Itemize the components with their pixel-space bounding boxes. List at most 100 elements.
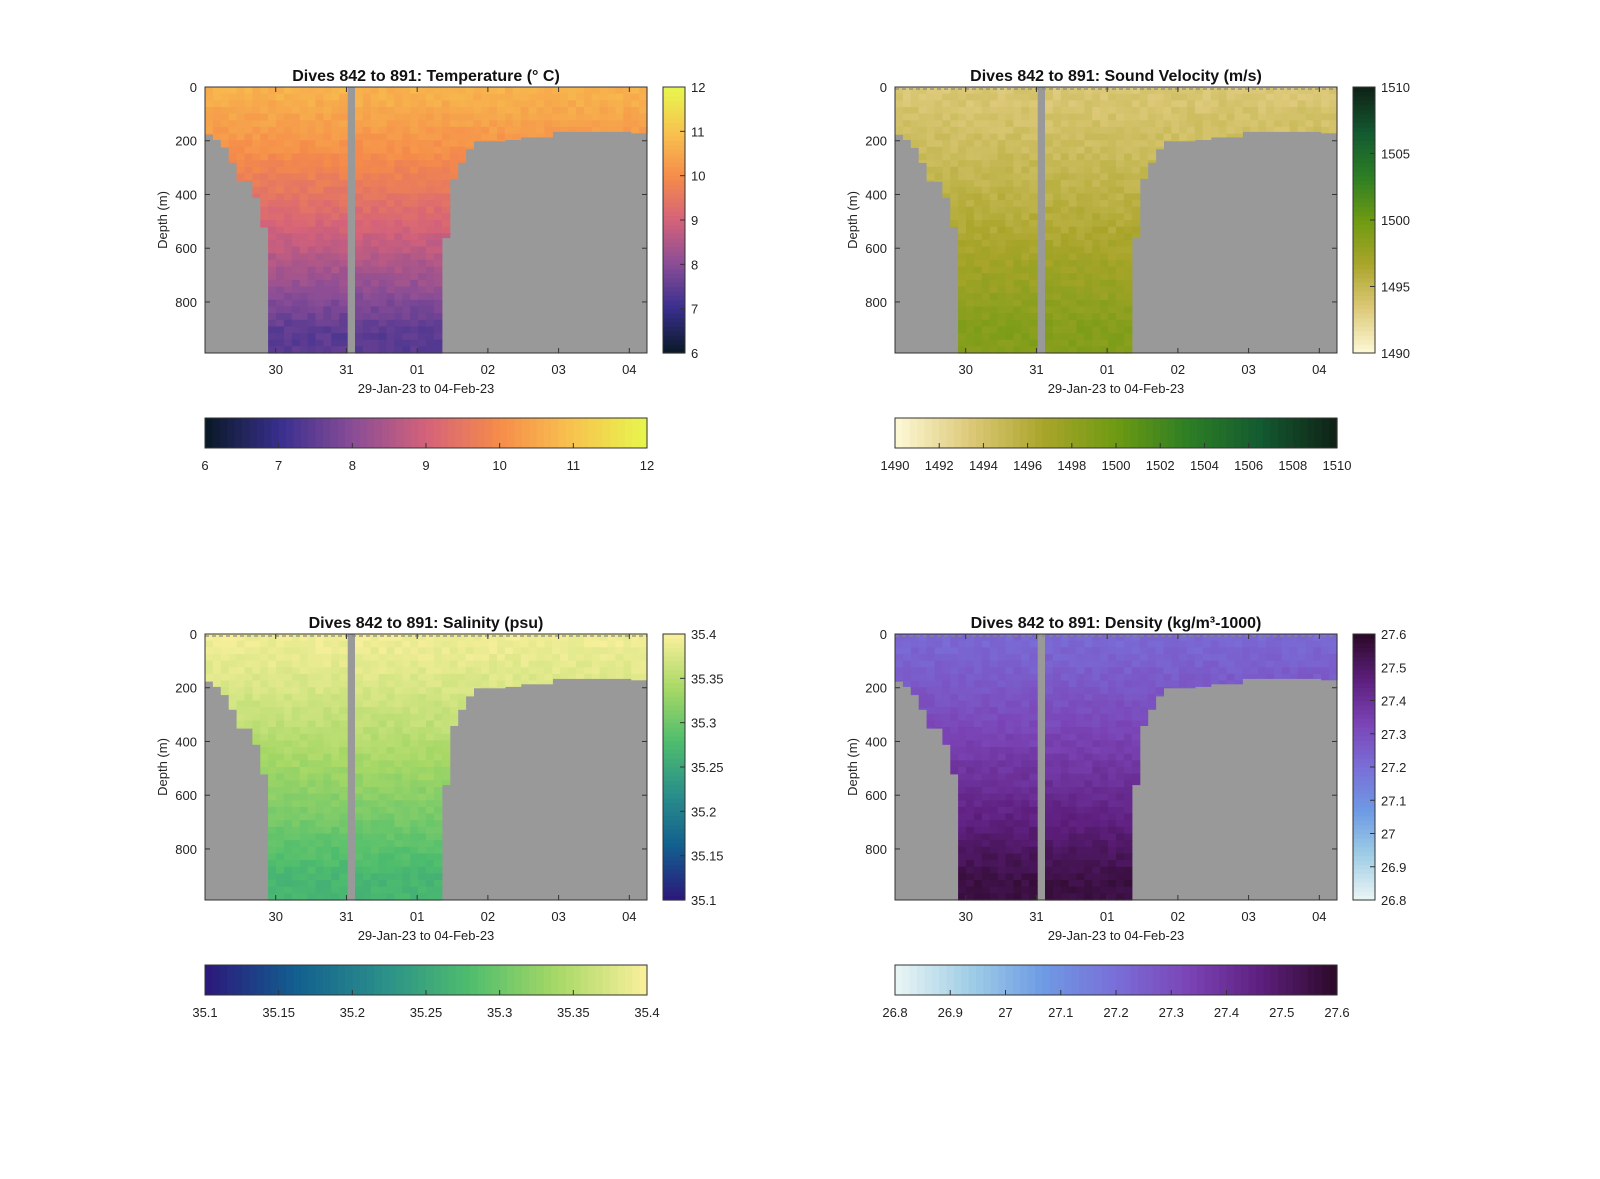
- heatmap-cell: [402, 640, 411, 648]
- heatmap-cell: [1060, 700, 1070, 708]
- heatmap-cell: [950, 186, 959, 195]
- heatmap-cell: [236, 153, 246, 161]
- heatmap-cell: [1100, 293, 1109, 301]
- heatmap-cell: [433, 339, 443, 347]
- heatmap-cell: [252, 740, 261, 745]
- heatmap-cell: [1005, 100, 1014, 108]
- heatmap-cell: [591, 654, 601, 662]
- heatmap-cell: [997, 793, 1007, 801]
- heatmap-cell: [331, 707, 340, 715]
- heatmap-cell: [418, 833, 427, 841]
- colorbar-swatch: [939, 418, 948, 448]
- heatmap-cell: [1202, 87, 1212, 95]
- heatmap-cell: [370, 146, 380, 155]
- heatmap-cell: [433, 747, 443, 755]
- heatmap-cell: [370, 647, 380, 655]
- heatmap-cell: [410, 647, 419, 655]
- heatmap-cell: [386, 760, 395, 768]
- heatmap-cell: [355, 687, 364, 695]
- heatmap-cell: [1108, 880, 1117, 888]
- heatmap-cell: [942, 680, 951, 688]
- heatmap-cell: [362, 713, 372, 722]
- heatmap-cell: [1052, 93, 1062, 101]
- heatmap-cell: [291, 846, 301, 855]
- heatmap-cell: [441, 660, 451, 668]
- heatmap-cell: [276, 133, 285, 141]
- heatmap-cell: [283, 687, 293, 695]
- heatmap-cell: [1092, 166, 1101, 174]
- heatmap-cell: [989, 107, 999, 115]
- heatmap-cell: [1092, 640, 1101, 648]
- heatmap-cell: [410, 279, 419, 288]
- heatmap-cell: [981, 866, 991, 874]
- heatmap-cell: [362, 120, 372, 128]
- heatmap-cell: [1060, 866, 1070, 874]
- colorbar-swatch: [286, 418, 294, 448]
- heatmap-cell: [966, 880, 975, 888]
- heatmap-cell: [228, 707, 238, 710]
- heatmap-cell: [433, 767, 443, 775]
- heatmap-cell: [1029, 707, 1038, 715]
- heatmap-cell: [639, 673, 648, 681]
- heatmap-cell: [512, 673, 522, 682]
- heatmap-cell: [252, 193, 261, 198]
- heatmap-cell: [1013, 707, 1022, 715]
- heatmap-cell: [1021, 87, 1030, 95]
- heatmap-cell: [276, 186, 285, 195]
- heatmap-cell: [355, 206, 364, 214]
- heatmap-cell: [1305, 93, 1314, 101]
- heatmap-cell: [307, 226, 317, 234]
- heatmap-cell: [958, 820, 967, 828]
- heatmap-cell: [1108, 680, 1117, 688]
- heatmap-cell: [268, 647, 277, 655]
- heatmap-cell: [989, 707, 999, 715]
- heatmap-cell: [1060, 820, 1070, 828]
- heatmap-cell: [966, 133, 975, 141]
- heatmap-cell: [1084, 747, 1093, 755]
- heatmap-cell: [1060, 319, 1070, 327]
- heatmap-cell: [997, 87, 1007, 95]
- heatmap-cell: [489, 100, 498, 108]
- heatmap-cell: [362, 800, 372, 808]
- heatmap-cell: [331, 120, 340, 128]
- heatmap-cell: [981, 173, 991, 181]
- heatmap-cell: [260, 634, 269, 642]
- heatmap-cell: [331, 693, 340, 702]
- heatmap-cell: [418, 213, 427, 221]
- heatmap-cell: [989, 700, 999, 708]
- heatmap-cell: [1013, 853, 1022, 861]
- heatmap-cell: [1092, 826, 1101, 835]
- heatmap-cell: [1100, 713, 1109, 722]
- heatmap-cell: [402, 866, 411, 874]
- heatmap-cell: [1108, 640, 1117, 648]
- colorbar-swatch: [389, 965, 398, 995]
- heatmap-cell: [1076, 667, 1085, 675]
- heatmap-cell: [1068, 293, 1078, 301]
- heatmap-cell: [339, 313, 348, 321]
- heatmap-cell: [1116, 206, 1125, 214]
- heatmap-cell: [433, 220, 443, 228]
- heatmap-cell: [1147, 100, 1157, 108]
- heatmap-cell: [426, 707, 435, 715]
- heatmap-cell: [1045, 166, 1054, 174]
- heatmap-cell: [1013, 767, 1022, 775]
- colorbar-swatch: [595, 418, 604, 448]
- heatmap-cell: [958, 833, 967, 841]
- y-tick-label: 800: [175, 842, 197, 857]
- colorbar-swatch: [588, 965, 597, 995]
- heatmap-cell: [1108, 186, 1117, 195]
- heatmap-cell: [268, 640, 277, 648]
- heatmap-cell: [362, 733, 372, 741]
- heatmap-cell: [276, 787, 285, 795]
- heatmap-cell: [631, 120, 640, 128]
- heatmap-cell: [331, 279, 340, 288]
- colorbar-swatch: [241, 965, 250, 995]
- heatmap-cell: [331, 206, 340, 214]
- heatmap-cell: [355, 780, 364, 788]
- heatmap-cell: [418, 100, 427, 108]
- heatmap-cell: [441, 200, 451, 208]
- heatmap-cell: [394, 753, 403, 761]
- heatmap-cell: [378, 239, 388, 248]
- heatmap-cell: [441, 180, 451, 188]
- heatmap-cell: [307, 299, 317, 307]
